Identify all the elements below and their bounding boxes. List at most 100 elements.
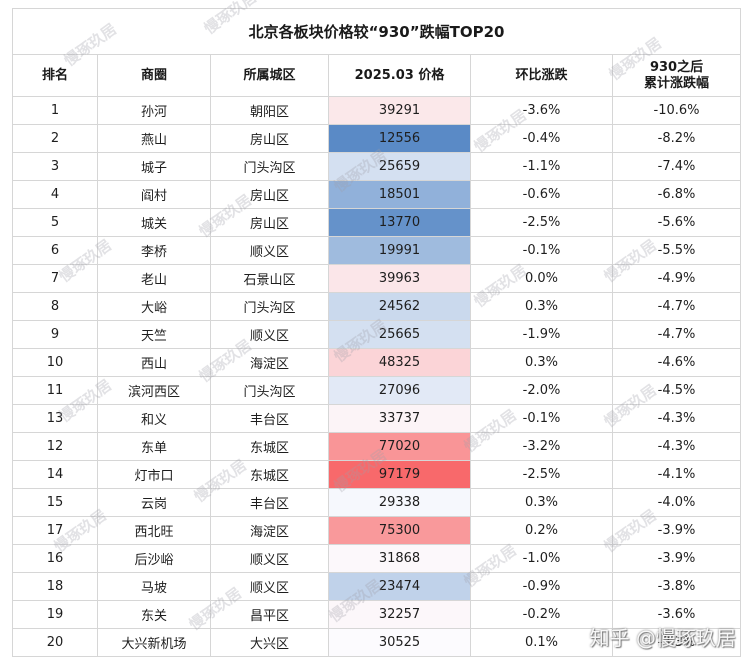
mom-change-cell: 0.0% — [470, 264, 613, 293]
area-cell: 后沙峪 — [97, 544, 211, 573]
table-row: 15 云岗 丰台区 29338 0.3% -4.0% — [12, 488, 742, 517]
price-drop-table: 北京各板块价格较“930”跌幅TOP20 排名 商圈 所属城区 2025.03 … — [11, 8, 742, 657]
table-title: 北京各板块价格较“930”跌幅TOP20 — [11, 8, 742, 55]
table-row: 19 东关 昌平区 32257 -0.2% -3.6% — [12, 600, 742, 629]
mom-change-cell: -0.1% — [470, 404, 613, 433]
area-cell: 燕山 — [97, 124, 211, 153]
mom-change-cell: -0.9% — [470, 572, 613, 601]
cumulative-change-cell: -5.6% — [611, 208, 742, 237]
cumulative-change-cell: -6.8% — [611, 180, 742, 209]
cumulative-change-cell: -4.0% — [611, 488, 742, 517]
district-cell: 门头沟区 — [210, 292, 329, 321]
district-cell: 东城区 — [210, 432, 329, 461]
table-row: 5 城关 房山区 13770 -2.5% -5.6% — [12, 208, 742, 237]
price-cell: 97179 — [328, 460, 471, 489]
mom-change-cell: -1.9% — [470, 320, 613, 349]
mom-change-cell: -0.6% — [470, 180, 613, 209]
cumulative-change-cell: -4.9% — [611, 264, 742, 293]
table-row: 14 灯市口 东城区 97179 -2.5% -4.1% — [12, 460, 742, 489]
table-row: 10 西山 海淀区 48325 0.3% -4.6% — [12, 348, 742, 377]
district-cell: 房山区 — [210, 124, 329, 153]
district-cell: 门头沟区 — [210, 376, 329, 405]
area-cell: 天竺 — [97, 320, 211, 349]
price-cell: 18501 — [328, 180, 471, 209]
cumulative-change-cell: -8.2% — [611, 124, 742, 153]
mom-change-cell: 0.3% — [470, 292, 613, 321]
table-row: 2 燕山 房山区 12556 -0.4% -8.2% — [12, 124, 742, 153]
rank-cell: 12 — [12, 432, 98, 461]
rank-cell: 11 — [12, 376, 98, 405]
price-cell: 32257 — [328, 600, 471, 629]
area-cell: 云岗 — [97, 488, 211, 517]
cumulative-change-cell: -7.4% — [611, 152, 742, 181]
area-cell: 灯市口 — [97, 460, 211, 489]
area-cell: 西北旺 — [97, 516, 211, 545]
district-cell: 顺义区 — [210, 544, 329, 573]
rank-cell: 2 — [12, 124, 98, 153]
district-cell: 顺义区 — [210, 572, 329, 601]
table-row: 4 阎村 房山区 18501 -0.6% -6.8% — [12, 180, 742, 209]
price-cell: 75300 — [328, 516, 471, 545]
rank-cell: 13 — [12, 404, 98, 433]
rank-cell: 16 — [12, 544, 98, 573]
mom-change-cell: -3.2% — [470, 432, 613, 461]
district-cell: 顺义区 — [210, 236, 329, 265]
mom-change-cell: -0.4% — [470, 124, 613, 153]
price-cell: 39963 — [328, 264, 471, 293]
table-row: 6 李桥 顺义区 19991 -0.1% -5.5% — [12, 236, 742, 265]
price-cell: 12556 — [328, 124, 471, 153]
area-cell: 和义 — [97, 404, 211, 433]
rank-cell: 17 — [12, 516, 98, 545]
mom-change-cell: 0.3% — [470, 348, 613, 377]
mom-change-cell: -3.6% — [470, 96, 613, 125]
header-district: 所属城区 — [210, 54, 329, 97]
price-cell: 30525 — [328, 628, 471, 657]
price-cell: 23474 — [328, 572, 471, 601]
cumulative-change-cell: -3.8% — [611, 572, 742, 601]
table-row: 8 大峪 门头沟区 24562 0.3% -4.7% — [12, 292, 742, 321]
mom-change-cell: -2.5% — [470, 460, 613, 489]
district-cell: 石景山区 — [210, 264, 329, 293]
district-cell: 大兴区 — [210, 628, 329, 657]
header-price: 2025.03 价格 — [328, 54, 471, 97]
title-row: 北京各板块价格较“930”跌幅TOP20 — [11, 8, 742, 55]
header-row: 排名 商圈 所属城区 2025.03 价格 环比涨跌 930之后 累计涨跌幅 — [12, 54, 742, 97]
table-body: 1 孙河 朝阳区 39291 -3.6% -10.6% 2 燕山 房山区 12556 -0.4% -8… — [12, 96, 742, 657]
price-cell: 33737 — [328, 404, 471, 433]
price-cell: 31868 — [328, 544, 471, 573]
mom-change-cell: -2.0% — [470, 376, 613, 405]
table-row: 11 滨河西区 门头沟区 27096 -2.0% -4.5% — [12, 376, 742, 405]
table-row: 12 东单 东城区 77020 -3.2% -4.3% — [12, 432, 742, 461]
area-cell: 东单 — [97, 432, 211, 461]
rank-cell: 5 — [12, 208, 98, 237]
mom-change-cell: -1.0% — [470, 544, 613, 573]
rank-cell: 20 — [12, 628, 98, 657]
price-cell: 29338 — [328, 488, 471, 517]
cumulative-change-cell: -4.1% — [611, 460, 742, 489]
cumulative-change-cell: -3.3% — [611, 628, 742, 657]
table-row: 1 孙河 朝阳区 39291 -3.6% -10.6% — [12, 96, 742, 125]
district-cell: 门头沟区 — [210, 152, 329, 181]
price-cell: 39291 — [328, 96, 471, 125]
area-cell: 滨河西区 — [97, 376, 211, 405]
rank-cell: 18 — [12, 572, 98, 601]
price-cell: 24562 — [328, 292, 471, 321]
district-cell: 东城区 — [210, 460, 329, 489]
district-cell: 房山区 — [210, 180, 329, 209]
area-cell: 老山 — [97, 264, 211, 293]
rank-cell: 9 — [12, 320, 98, 349]
area-cell: 大兴新机场 — [97, 628, 211, 657]
cumulative-change-cell: -4.5% — [611, 376, 742, 405]
rank-cell: 7 — [12, 264, 98, 293]
district-cell: 顺义区 — [210, 320, 329, 349]
cumulative-change-cell: -4.3% — [611, 432, 742, 461]
mom-change-cell: 0.2% — [470, 516, 613, 545]
district-cell: 海淀区 — [210, 516, 329, 545]
district-cell: 丰台区 — [210, 488, 329, 517]
table-row: 9 天竺 顺义区 25665 -1.9% -4.7% — [12, 320, 742, 349]
area-cell: 大峪 — [97, 292, 211, 321]
table-row: 20 大兴新机场 大兴区 30525 0.1% -3.3% — [12, 628, 742, 657]
cumulative-change-cell: -3.6% — [611, 600, 742, 629]
area-cell: 孙河 — [97, 96, 211, 125]
